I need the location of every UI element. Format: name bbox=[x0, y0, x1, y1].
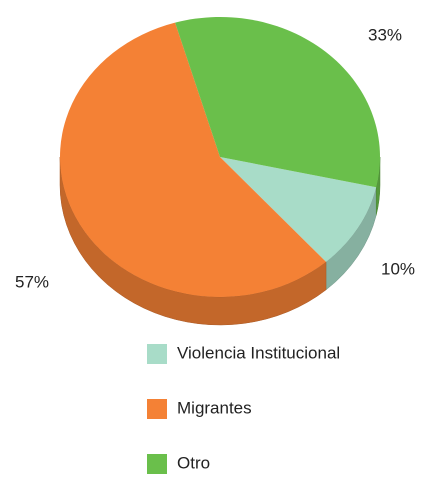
pie-slice bbox=[59, 22, 327, 297]
pie-slice bbox=[175, 16, 381, 188]
legend-label: Otro bbox=[177, 453, 210, 472]
value-label: 10% bbox=[381, 259, 415, 278]
value-label: 57% bbox=[15, 272, 49, 291]
legend-label: Violencia Institucional bbox=[177, 343, 340, 362]
legend-label: Migrantes bbox=[177, 398, 252, 417]
legend-swatch bbox=[147, 399, 167, 419]
value-label: 33% bbox=[368, 25, 402, 44]
legend-swatch bbox=[147, 344, 167, 364]
legend-swatch bbox=[147, 454, 167, 474]
pie-slice bbox=[220, 157, 377, 262]
